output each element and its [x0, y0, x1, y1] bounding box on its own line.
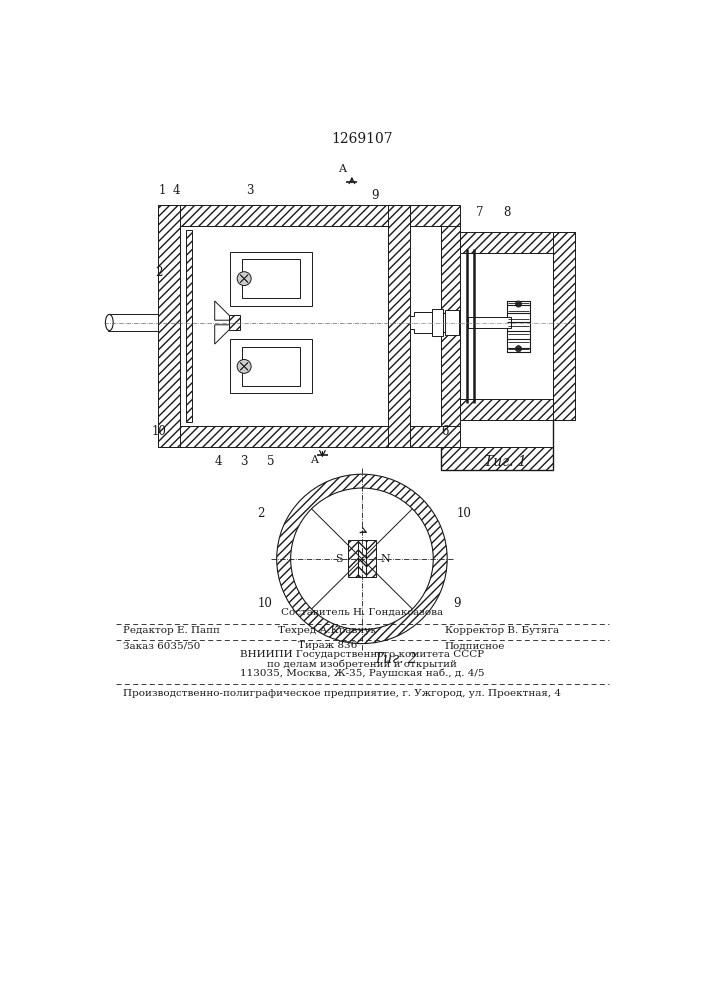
Text: Тираж 836: Тираж 836 — [298, 641, 357, 650]
Bar — [468, 317, 510, 328]
Polygon shape — [215, 301, 233, 320]
Bar — [460, 253, 554, 399]
Text: 113035, Москва, Ж-35, Раушская наб., д. 4/5: 113035, Москва, Ж-35, Раушская наб., д. … — [240, 668, 484, 678]
Bar — [445, 310, 459, 335]
Bar — [158, 426, 410, 447]
Circle shape — [515, 346, 522, 352]
Bar — [432, 309, 443, 336]
Bar — [180, 226, 388, 426]
Bar — [358, 540, 366, 577]
Bar — [388, 205, 410, 447]
Text: 2: 2 — [257, 507, 264, 520]
Text: 2: 2 — [156, 266, 163, 279]
Text: 10: 10 — [257, 597, 272, 610]
Bar — [230, 252, 312, 306]
Circle shape — [237, 272, 251, 286]
Text: 4: 4 — [215, 455, 222, 468]
Bar — [348, 540, 358, 577]
Text: 1: 1 — [158, 184, 165, 197]
Bar — [507, 301, 530, 352]
Bar — [242, 259, 300, 298]
Bar — [441, 447, 554, 470]
Bar — [242, 347, 300, 386]
Text: A: A — [338, 164, 346, 174]
Text: 8: 8 — [503, 206, 510, 219]
Text: A: A — [310, 455, 318, 465]
Text: Τиг. 1: Τиг. 1 — [484, 456, 527, 470]
Bar — [230, 339, 312, 393]
Bar — [507, 301, 530, 352]
Text: Техред А.Кравчук: Техред А.Кравчук — [279, 626, 377, 635]
Text: N: N — [380, 554, 390, 564]
Bar — [460, 232, 575, 253]
Text: 6: 6 — [441, 425, 449, 438]
Text: Τиг. 2: Τиг. 2 — [373, 652, 416, 666]
Text: Корректор В. Бутяга: Корректор В. Бутяга — [445, 626, 559, 635]
Bar — [410, 426, 460, 447]
Bar — [410, 205, 460, 226]
Text: Составитель Н. Гондаксазова: Составитель Н. Гондаксазова — [281, 607, 443, 616]
Polygon shape — [215, 325, 233, 344]
Text: Подписное: Подписное — [445, 641, 506, 650]
Circle shape — [237, 359, 251, 373]
Text: 10: 10 — [151, 425, 166, 438]
Bar — [107, 314, 158, 331]
Bar — [441, 226, 460, 426]
Text: 7: 7 — [476, 206, 484, 219]
Text: 10: 10 — [457, 507, 472, 520]
Text: 3: 3 — [240, 455, 247, 468]
Text: 1269107: 1269107 — [331, 132, 393, 146]
Circle shape — [515, 301, 522, 307]
Text: Заказ 6035/50: Заказ 6035/50 — [123, 641, 201, 650]
Bar — [366, 540, 376, 577]
Bar — [158, 205, 180, 447]
Text: Редактор Е. Папп: Редактор Е. Папп — [123, 626, 220, 635]
Text: Производственно-полиграфическое предприятие, г. Ужгород, ул. Проектная, 4: Производственно-полиграфическое предприя… — [123, 689, 561, 698]
Text: 9: 9 — [371, 189, 379, 202]
Text: S: S — [335, 554, 342, 564]
Bar — [460, 399, 575, 420]
Bar — [554, 232, 575, 420]
Text: 3: 3 — [246, 184, 253, 197]
Text: ВНИИПИ Государственного комитета СССР: ВНИИПИ Государственного комитета СССР — [240, 650, 484, 659]
Text: 9: 9 — [453, 597, 461, 610]
Bar — [230, 315, 240, 330]
Bar — [158, 205, 410, 226]
Text: 5: 5 — [267, 455, 274, 468]
Ellipse shape — [105, 314, 113, 331]
Text: 4: 4 — [173, 184, 180, 197]
Bar — [186, 230, 192, 422]
Text: по делам изобретений и открытий: по делам изобретений и открытий — [267, 659, 457, 669]
